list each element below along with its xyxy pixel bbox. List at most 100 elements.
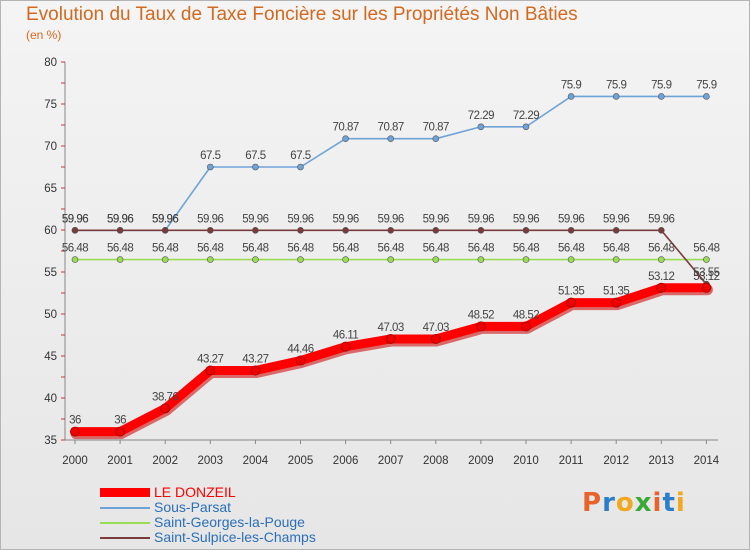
data-point xyxy=(252,227,259,234)
data-label: 44.46 xyxy=(287,344,313,356)
data-label: 51.35 xyxy=(558,286,584,298)
data-point xyxy=(432,227,440,234)
data-point xyxy=(567,227,575,234)
y-tick-label: 40 xyxy=(44,393,57,405)
data-point xyxy=(161,227,169,234)
data-label: 59.96 xyxy=(332,213,358,225)
logo-letter: x xyxy=(634,488,653,518)
legend-label: Saint-Sulpice-les-Champs xyxy=(154,529,316,545)
data-label: 59.96 xyxy=(107,213,133,225)
proxiti-logo: Proxiti xyxy=(582,488,686,518)
data-point xyxy=(250,365,261,376)
data-label: 56.48 xyxy=(603,243,629,255)
logo-letter: i xyxy=(675,488,686,518)
x-tick-label: 2008 xyxy=(423,455,449,467)
x-tick-label: 2009 xyxy=(468,455,494,467)
data-point xyxy=(116,256,124,263)
data-label: 59.96 xyxy=(152,213,178,225)
data-point xyxy=(70,426,80,437)
data-label: 56.48 xyxy=(513,243,539,255)
data-label: 56.48 xyxy=(378,243,404,255)
data-point xyxy=(161,256,169,263)
data-label: 46.11 xyxy=(333,330,359,342)
data-label: 59.96 xyxy=(468,213,494,225)
legend-item-saint-sulpice[interactable]: Saint-Sulpice-les-Champs xyxy=(100,530,400,545)
line-chart: 35 40 45 50 55 60 65 70 75 80 2000 2001 2002 2003 2004… xyxy=(44,57,720,467)
data-point xyxy=(521,321,531,332)
data-label: 56.48 xyxy=(242,243,268,255)
legend-item-saint-georges[interactable]: Saint-Georges-la-Pouge xyxy=(100,515,400,530)
x-tick-label: 2014 xyxy=(694,455,720,467)
data-point xyxy=(656,282,667,293)
data-label: 67.5 xyxy=(200,150,220,162)
x-tick-label: 2002 xyxy=(152,455,178,467)
data-point xyxy=(160,403,171,414)
legend: LE DONZEIL Sous-Parsat Saint-Georges-la-… xyxy=(100,485,400,545)
series-line xyxy=(75,95,707,232)
data-label: 56.48 xyxy=(468,243,494,255)
data-label: 59.96 xyxy=(197,213,223,225)
data-label: 53.12 xyxy=(648,271,674,283)
data-label: 59.96 xyxy=(107,213,133,225)
legend-label: Sous-Parsat xyxy=(154,499,232,515)
data-label: 53.55 xyxy=(693,267,719,279)
axes: 35 40 45 50 55 60 65 70 75 80 2000 2001 2002 2003 2004… xyxy=(44,57,720,467)
series-lines xyxy=(70,93,713,440)
data-label: 75.9 xyxy=(606,79,626,91)
data-label: 36 xyxy=(114,415,126,427)
series-line-shadow xyxy=(70,284,713,440)
legend-item-le-donzeil[interactable]: LE DONZEIL xyxy=(100,485,400,500)
data-point xyxy=(522,123,530,131)
data-point xyxy=(611,297,622,308)
x-tick-label: 2010 xyxy=(513,455,539,467)
logo-letter: r xyxy=(602,488,616,518)
data-label: 67.5 xyxy=(290,150,310,162)
data-point xyxy=(342,256,349,263)
data-point xyxy=(252,256,259,263)
data-point xyxy=(71,227,79,234)
data-point xyxy=(612,93,620,100)
chart-title: Evolution du Taux de Taxe Foncière sur l… xyxy=(26,4,578,25)
data-label: 72.29 xyxy=(513,110,539,122)
data-label: 56.48 xyxy=(107,243,133,255)
y-tick-label: 75 xyxy=(44,99,57,111)
data-label: 56.48 xyxy=(648,243,674,255)
logo-letter: o xyxy=(615,488,635,518)
data-labels: 56.48 56.48 56.48 56.48 56.48 56.48 56.48 56.48… xyxy=(62,79,720,426)
data-label: 70.87 xyxy=(378,122,404,134)
data-point xyxy=(567,93,575,100)
legend-item-sous-parsat[interactable]: Sous-Parsat xyxy=(100,500,400,515)
logo-letter: i xyxy=(652,488,663,518)
data-point xyxy=(207,256,214,263)
data-label: 56.48 xyxy=(423,243,449,255)
data-label: 59.96 xyxy=(648,213,674,225)
data-point xyxy=(703,93,710,100)
data-point xyxy=(567,256,575,263)
data-label: 59.96 xyxy=(513,213,539,225)
data-point xyxy=(205,365,216,376)
data-label: 56.48 xyxy=(62,243,88,255)
data-point xyxy=(342,135,349,142)
data-point xyxy=(657,227,665,234)
data-label: 59.96 xyxy=(378,213,404,225)
data-point xyxy=(430,333,441,344)
x-tick-label: 2003 xyxy=(198,455,224,467)
data-point xyxy=(297,163,304,171)
data-point xyxy=(207,163,214,171)
data-label: 47.03 xyxy=(423,322,449,334)
x-tick-label: 2005 xyxy=(288,455,314,467)
data-point xyxy=(522,256,530,263)
data-point xyxy=(387,135,395,142)
data-point xyxy=(297,227,304,234)
data-label: 59.96 xyxy=(242,213,268,225)
legend-swatch xyxy=(100,507,150,509)
x-tick-label: 2012 xyxy=(603,455,629,467)
data-point xyxy=(477,256,485,263)
y-tick-label: 65 xyxy=(44,183,57,195)
data-point xyxy=(71,256,79,263)
data-point xyxy=(522,227,530,234)
data-label: 48.52 xyxy=(468,309,494,321)
data-label: 56.48 xyxy=(693,243,719,255)
data-point xyxy=(387,256,395,263)
data-label: 75.9 xyxy=(651,79,671,91)
